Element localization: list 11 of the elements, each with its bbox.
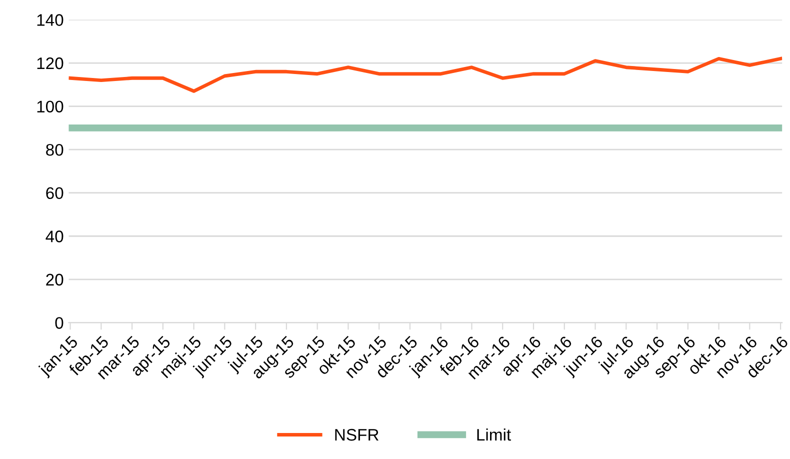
y-tick-label: 120: [37, 57, 64, 70]
line-series: [68, 56, 782, 93]
legend-label: NSFR: [335, 428, 378, 441]
y-tick-label: 80: [46, 144, 64, 156]
y-tick-label: 100: [37, 100, 64, 112]
legend-label: Limit: [477, 428, 511, 441]
y-tick-label: 40: [46, 230, 64, 242]
y-tick-label: 60: [46, 187, 64, 200]
y-tick-label: 20: [46, 274, 64, 286]
y-tick-label: 140: [37, 14, 64, 26]
y-tick-label: 0: [55, 317, 64, 329]
